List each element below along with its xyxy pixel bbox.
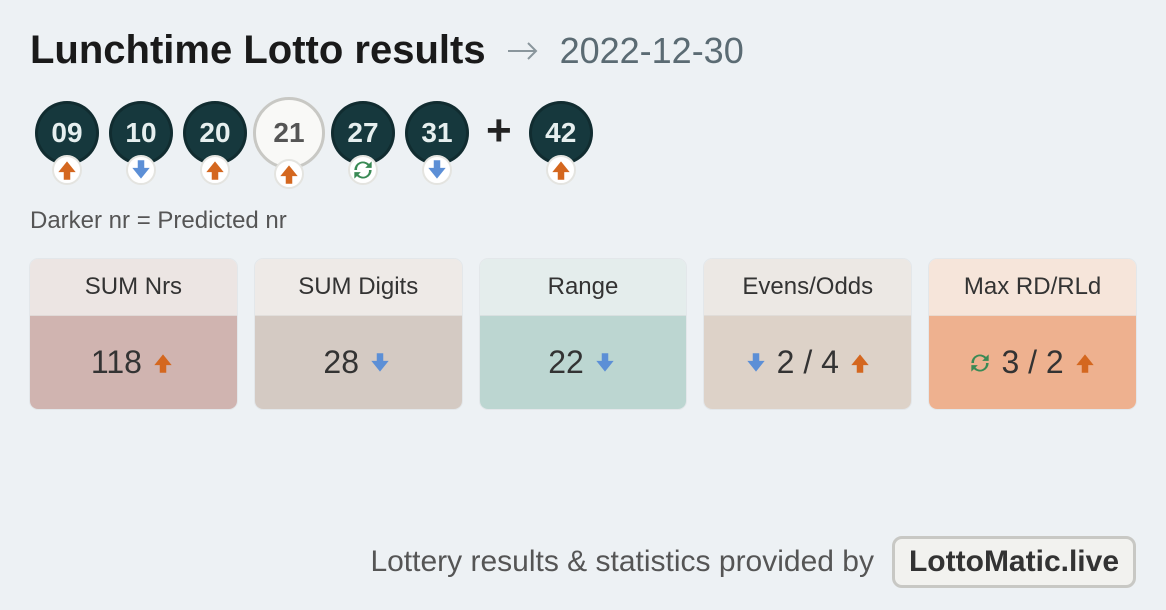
- stat-body: 28: [255, 316, 462, 409]
- trend-up-icon: [847, 350, 873, 376]
- page-title: Lunchtime Lotto results: [30, 28, 486, 73]
- ball-1: 10: [104, 101, 178, 185]
- trend-up-icon: [150, 350, 176, 376]
- stat-card: SUM Digits 28: [255, 259, 462, 409]
- stat-body: 2 / 4: [704, 316, 911, 409]
- trend-up-icon: [546, 155, 576, 185]
- stat-value: 28: [323, 344, 359, 381]
- stat-card: Evens/Odds 2 / 4: [704, 259, 911, 409]
- result-date: 2022-12-30: [560, 30, 744, 72]
- balls-row: 09 10 20 21 27 31 + 42: [30, 97, 1136, 189]
- stat-body: 118: [30, 316, 237, 409]
- stat-value: 118: [91, 344, 142, 381]
- arrow-right-icon: [506, 39, 540, 63]
- stat-label: Evens/Odds: [704, 259, 911, 316]
- stat-card: Max RD/RLd 3 / 2: [929, 259, 1136, 409]
- stats-row: SUM Nrs 118 SUM Digits 28 Range 22 Evens…: [30, 259, 1136, 409]
- stat-value: 22: [548, 344, 584, 381]
- results-panel: Lunchtime Lotto results 2022-12-30 09 10…: [8, 8, 1158, 602]
- trend-up-icon: [274, 159, 304, 189]
- stat-label: SUM Digits: [255, 259, 462, 316]
- stat-label: Range: [480, 259, 687, 316]
- footer-text: Lottery results & statistics provided by: [370, 545, 874, 579]
- legend-text: Darker nr = Predicted nr: [30, 207, 1136, 235]
- trend-down-icon: [367, 350, 393, 376]
- ball-4: 27: [326, 101, 400, 185]
- trend-cycle-icon: [348, 155, 378, 185]
- stat-body: 3 / 2: [929, 316, 1136, 409]
- trend-cycle-icon: [967, 350, 993, 376]
- ball-0: 09: [30, 101, 104, 185]
- stat-label: Max RD/RLd: [929, 259, 1136, 316]
- stat-card: SUM Nrs 118: [30, 259, 237, 409]
- stat-value: 2 / 4: [777, 344, 839, 381]
- trend-down-icon: [743, 350, 769, 376]
- ball-5: 31: [400, 101, 474, 185]
- header: Lunchtime Lotto results 2022-12-30: [30, 28, 1136, 73]
- trend-down-icon: [126, 155, 156, 185]
- stat-value: 3 / 2: [1001, 344, 1063, 381]
- ball-2: 20: [178, 101, 252, 185]
- trend-up-icon: [52, 155, 82, 185]
- trend-up-icon: [200, 155, 230, 185]
- trend-down-icon: [422, 155, 452, 185]
- stat-label: SUM Nrs: [30, 259, 237, 316]
- ball-3: 21: [252, 97, 326, 189]
- footer: Lottery results & statistics provided by…: [370, 536, 1136, 588]
- trend-down-icon: [592, 350, 618, 376]
- ball-bonus: 42: [524, 101, 598, 185]
- stat-body: 22: [480, 316, 687, 409]
- stat-card: Range 22: [480, 259, 687, 409]
- footer-badge[interactable]: LottoMatic.live: [892, 536, 1136, 588]
- plus-separator: +: [474, 106, 524, 180]
- trend-up-icon: [1072, 350, 1098, 376]
